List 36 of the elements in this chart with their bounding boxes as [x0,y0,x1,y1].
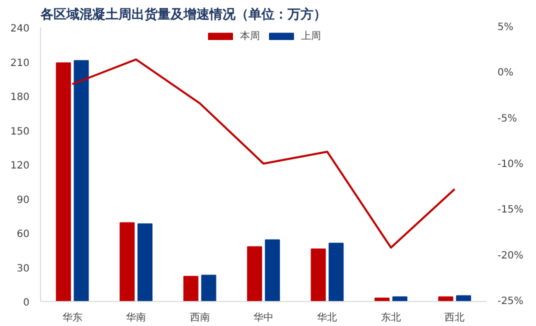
y-tick-label: 90 [16,194,30,206]
bar [74,60,89,302]
x-tick-label: 东北 [380,312,401,324]
y-tick-label: 0 [23,298,30,308]
x-tick-label: 华北 [317,312,338,324]
bar [374,298,390,302]
y-tick-label: 180 [10,92,30,103]
x-tick-label: 华中 [254,312,274,324]
chart-title: 各区域混凝土周出货量及增速情况（单位：万方） [40,6,326,22]
y2-tick-label: -15% [498,204,524,216]
bar [264,239,280,302]
bar [137,223,152,302]
bar [201,274,216,302]
y2-tick-label: 0% [498,68,514,79]
y-tick-label: 30 [16,263,30,274]
y-tick-label: 240 [10,24,30,34]
legend-label: 上周 [301,30,321,43]
legend-label: 本周 [240,30,260,43]
y2-tick-label: -25% [498,296,524,307]
bar [120,222,135,302]
x-tick-label: 西南 [190,312,210,324]
bar [328,242,344,302]
y2-tick-label: -20% [498,250,524,262]
y-tick-label: 60 [16,229,30,240]
bar [183,276,198,302]
bar [247,246,262,302]
x-tick-label: 西北 [444,312,465,324]
y-tick-label: 120 [10,160,30,172]
x-tick-label: 华南 [126,312,146,324]
y-tick-label: 210 [10,58,30,69]
bar [310,248,326,302]
y2-tick-label: -10% [498,159,524,170]
y-tick-label: 150 [10,126,30,138]
y2-tick-label: -5% [498,113,517,124]
x-tick-label: 华东 [62,312,82,324]
y2-tick-label: 5% [498,22,514,33]
